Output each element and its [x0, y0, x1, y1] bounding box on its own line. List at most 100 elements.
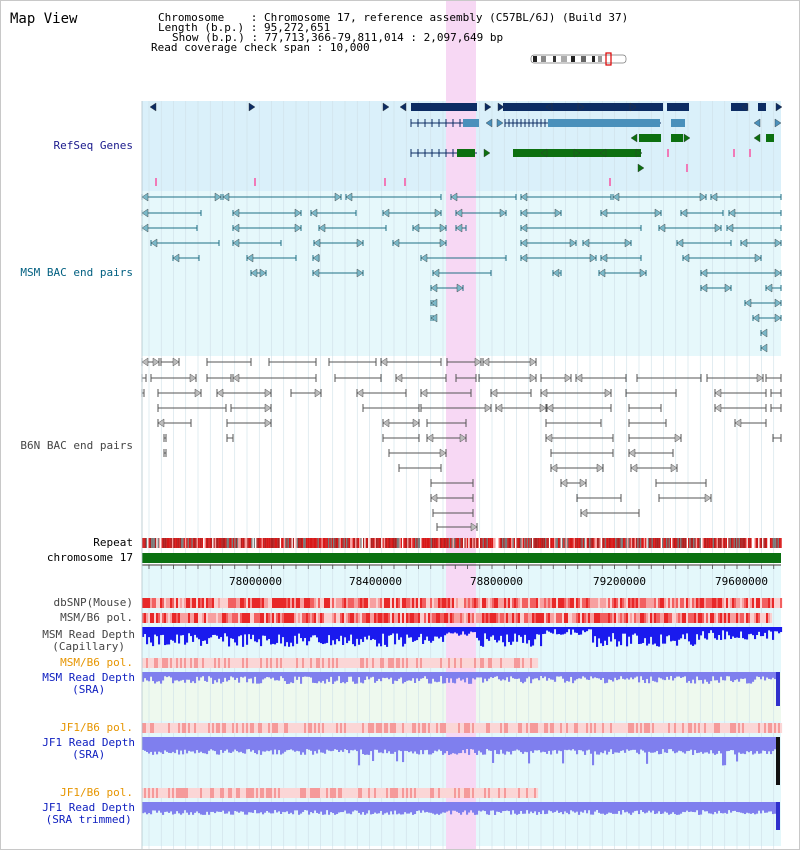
depth-bar: [254, 802, 257, 811]
snp-density-cell: [248, 723, 251, 733]
depth-bar: [170, 737, 173, 754]
depth-bar: [222, 627, 225, 642]
depth-bar: [320, 802, 323, 812]
snp-density-cell: [598, 613, 601, 623]
jf1-b6-pol-track-label[interactable]: JF1/B6 pol.: [60, 721, 133, 734]
chromosome-track-label[interactable]: chromosome 17: [46, 551, 133, 564]
repeat-segment: [465, 538, 468, 548]
repeat-segment: [369, 538, 371, 548]
jf1-read-depth-sra-track-label[interactable]: JF1 Read Depth (SRA): [42, 736, 135, 761]
depth-bar: [756, 627, 759, 635]
snp-density-cell: [512, 598, 515, 608]
depth-bar: [728, 737, 731, 751]
depth-bar: [534, 737, 537, 751]
repeat-segment: [693, 538, 695, 548]
depth-bar: [200, 737, 203, 752]
depth-bar: [402, 627, 405, 647]
depth-bar: [640, 627, 643, 644]
snp-density-cell: [758, 723, 761, 733]
depth-bar: [566, 737, 569, 751]
b6n-end-arrow: [714, 403, 722, 413]
bac-end-arrow: [450, 192, 458, 202]
jf1-read-depth-trimmed-track-label[interactable]: JF1 Read Depth (SRA trimmed): [42, 801, 135, 826]
repeat-segment: [253, 538, 256, 548]
depth-bar: [178, 672, 181, 682]
depth-bar: [558, 737, 561, 751]
repeat-segment: [186, 538, 188, 548]
depth-bar: [728, 627, 731, 636]
b6n-bac-track-label[interactable]: B6N BAC end pairs: [20, 439, 133, 452]
bac-end-arrow: [313, 238, 321, 248]
depth-bar: [312, 627, 315, 636]
depth-bar: [226, 672, 229, 682]
snp-density-cell: [246, 723, 249, 733]
snp-density-cell: [188, 788, 191, 798]
repeat-segment: [512, 538, 514, 548]
depth-bar: [518, 737, 521, 751]
snp-density-cell: [602, 723, 605, 733]
snp-density-cell: [502, 613, 505, 623]
jf1-b6-pol-trimmed-track-label[interactable]: JF1/B6 pol.: [60, 786, 133, 799]
dbsnp-track-label[interactable]: dbSNP(Mouse): [53, 596, 133, 609]
snp-density-cell: [440, 613, 443, 623]
depth-bar: [218, 802, 221, 812]
repeat-segment: [392, 538, 395, 548]
snp-density-cell: [600, 598, 603, 608]
msm-bac-track-label[interactable]: MSM BAC end pairs: [20, 266, 133, 279]
snp-density-cell: [288, 613, 291, 623]
depth-bar: [578, 802, 581, 815]
depth-bar: [580, 672, 583, 679]
b6n-end-arrow: [216, 388, 224, 398]
msm-read-depth-capillary-track-label[interactable]: MSM Read Depth (Capillary): [42, 628, 135, 653]
snp-density-cell: [418, 723, 421, 733]
snp-density-cell: [338, 613, 341, 623]
msm-read-depth-sra-track-label[interactable]: MSM Read Depth (SRA): [42, 671, 135, 696]
depth-bar: [448, 627, 451, 633]
depth-bar: [366, 802, 369, 814]
repeat-segment: [399, 538, 401, 548]
repeat-segment: [706, 538, 708, 548]
repeat-segment: [251, 538, 253, 548]
snp-density-cell: [446, 788, 449, 798]
snp-density-cell: [508, 723, 511, 733]
snp-density-cell: [198, 788, 201, 798]
depth-bar: [512, 737, 515, 751]
snp-density-cell: [430, 613, 433, 623]
b6n-end-arrow: [704, 493, 712, 503]
depth-bar: [492, 802, 495, 811]
snp-density-cell: [514, 598, 517, 608]
snp-density-cell: [508, 598, 511, 608]
snp-density-cell: [540, 723, 543, 733]
snp-density-cell: [354, 598, 357, 608]
depth-bar: [528, 627, 531, 641]
snp-density-cell: [772, 723, 775, 733]
snp-density-cell: [390, 658, 393, 668]
repeat-segment: [145, 538, 148, 548]
snp-density-cell: [342, 598, 345, 608]
repeat-segment: [153, 538, 156, 548]
snp-density-cell: [326, 598, 329, 608]
snp-density-cell: [488, 598, 491, 608]
depth-bar: [172, 737, 175, 752]
repeat-segment: [659, 538, 661, 548]
snp-density-cell: [704, 723, 707, 733]
snp-density-cell: [178, 723, 181, 733]
depth-bar: [278, 802, 281, 812]
snp-density-cell: [608, 613, 611, 623]
depth-bar: [282, 737, 285, 754]
snp-density-cell: [248, 613, 251, 623]
repeat-track-label[interactable]: Repeat: [93, 536, 133, 549]
snp-density-cell: [722, 613, 725, 623]
depth-bar: [480, 672, 483, 678]
msm-b6-pol-track-label[interactable]: MSM/B6 pol.: [60, 611, 133, 624]
depth-bar: [744, 802, 747, 815]
strand-arrow: [683, 133, 691, 143]
depth-bar: [538, 672, 541, 681]
depth-bar: [588, 672, 591, 680]
refseq-genes-track-label[interactable]: RefSeq Genes: [53, 139, 133, 152]
repeat-segment: [534, 538, 536, 548]
msm-b6-pol-sra-track-label[interactable]: MSM/B6 pol.: [60, 656, 133, 669]
snp-density-cell: [220, 723, 223, 733]
snp-density-cell: [440, 723, 443, 733]
